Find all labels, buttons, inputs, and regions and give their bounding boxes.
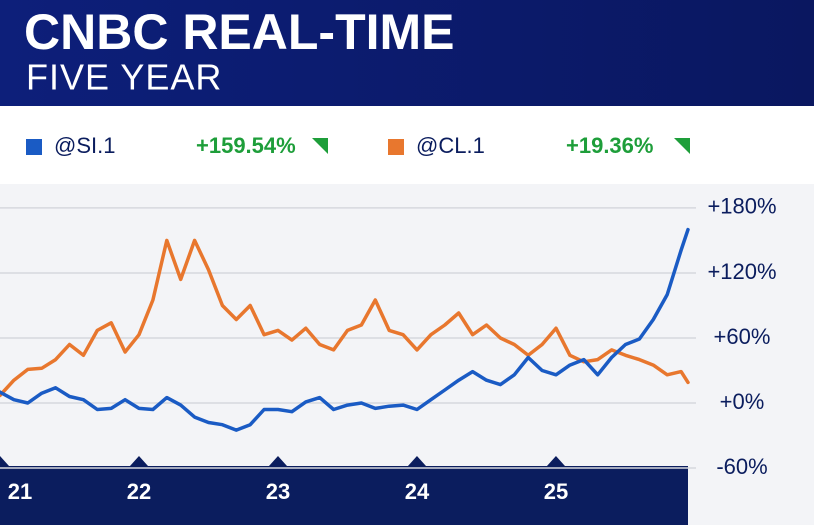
series-line [0,227,690,432]
change-label: +19.36% [566,133,653,158]
x-tick-mark [129,456,148,466]
x-tick-mark [546,456,565,466]
y-tick-label: +0% [720,389,765,414]
y-tick-label: +120% [707,259,776,284]
change-arrow [674,138,690,154]
legend-label: @CL.1 [416,133,485,158]
change-label: +159.54% [196,133,296,158]
y-tick-label: +60% [714,324,771,349]
x-tick-label: 25 [544,479,568,504]
y-tick-label: +180% [707,194,776,219]
header-band [0,0,814,106]
y-tick-label: -60% [716,454,767,479]
x-tick-mark [0,456,9,466]
legend-band [0,106,814,184]
x-tick-label: 24 [405,479,430,504]
x-tick-label: 22 [127,479,151,504]
chart-title: CNBC REAL-TIME [24,4,455,60]
change-arrow [312,138,328,154]
x-axis-band [0,466,688,525]
legend-swatch [388,139,404,155]
x-tick-label: 21 [8,479,32,504]
x-tick-mark [407,456,426,466]
legend-label: @SI.1 [54,133,115,158]
x-tick-mark [268,456,287,466]
chart-subtitle: FIVE YEAR [26,57,222,98]
legend-swatch [26,139,42,155]
x-tick-label: 23 [266,479,290,504]
series-line [0,238,690,398]
